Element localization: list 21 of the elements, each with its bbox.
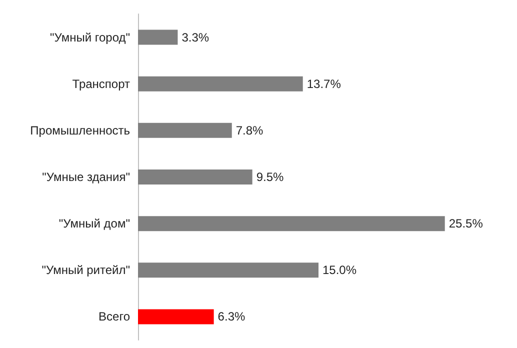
bar [138,122,232,138]
bar [138,30,178,45]
y-tick-label: "Умный город" [50,30,130,44]
data-label: 3.3% [182,30,210,44]
data-label: 15.0% [322,263,357,278]
bar [138,76,303,92]
y-tick-label: Промышленность [30,123,130,138]
y-tick-label: Всего [98,310,130,324]
data-label: 13.7% [306,76,342,91]
data-label: 6.3% [218,310,246,324]
data-label: 9.5% [256,170,284,184]
bar [138,309,214,324]
y-tick-label: "Умный дом" [58,216,130,231]
data-label: 7.8% [236,123,264,138]
bar [138,170,252,184]
bar [138,216,445,232]
data-label: 25.5% [448,216,484,231]
bar [138,262,318,278]
y-tick-label: "Умные здания" [42,170,130,184]
y-tick-label: Транспорт [72,76,130,91]
y-tick-label: "Умный ритейл" [42,263,130,278]
